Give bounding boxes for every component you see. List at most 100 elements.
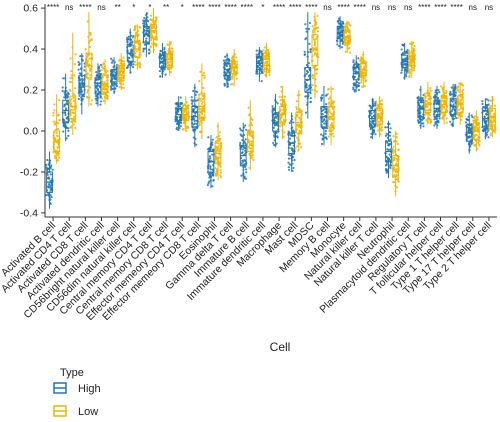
group-high	[255, 47, 264, 83]
data-point	[78, 62, 81, 65]
data-point	[363, 77, 366, 80]
data-point	[268, 65, 271, 68]
data-point	[473, 115, 476, 118]
data-point	[294, 147, 297, 150]
data-point	[287, 166, 290, 169]
data-point	[441, 99, 444, 102]
group-high	[303, 12, 313, 119]
data-point	[421, 97, 424, 100]
data-point	[96, 82, 99, 85]
box	[78, 75, 86, 95]
group-high	[125, 28, 135, 74]
data-point	[461, 84, 465, 87]
data-point	[190, 96, 193, 99]
data-point	[147, 27, 150, 30]
data-point	[231, 75, 234, 78]
data-point	[396, 178, 400, 181]
y-axis: -0.4 -0.2 0.0 0.2 0.4 0.6	[20, 3, 46, 219]
data-point	[433, 97, 437, 100]
data-point	[429, 89, 432, 92]
data-point	[307, 88, 311, 91]
data-point	[240, 174, 243, 177]
data-point	[56, 121, 60, 125]
data-point	[179, 96, 182, 99]
data-point	[212, 148, 216, 152]
data-point	[67, 129, 70, 133]
data-point	[439, 85, 443, 88]
data-point	[139, 26, 142, 29]
data-point	[279, 99, 282, 102]
data-point	[129, 54, 133, 57]
data-point	[309, 50, 312, 54]
data-point	[109, 85, 113, 88]
data-point	[353, 82, 356, 85]
data-point	[314, 51, 317, 55]
data-point	[126, 38, 129, 41]
data-point	[245, 128, 248, 131]
data-point	[245, 168, 248, 171]
data-point	[135, 50, 138, 53]
data-point	[261, 53, 264, 56]
data-point	[199, 111, 202, 114]
data-point	[106, 69, 109, 73]
data-point	[58, 119, 61, 122]
data-point	[445, 117, 448, 120]
data-point	[395, 157, 398, 160]
data-point	[307, 27, 311, 31]
data-point	[336, 43, 339, 46]
data-point	[223, 83, 226, 86]
data-point	[372, 103, 375, 107]
box	[311, 34, 319, 66]
data-point	[53, 154, 57, 157]
data-point	[161, 57, 164, 60]
data-point	[327, 87, 331, 91]
data-point	[81, 59, 84, 62]
data-point	[315, 26, 318, 29]
significance-label: ****	[241, 3, 253, 12]
data-point	[434, 121, 437, 124]
data-point	[132, 63, 135, 66]
data-point	[408, 49, 411, 52]
data-point	[472, 141, 475, 144]
data-point	[195, 119, 198, 122]
data-point	[341, 22, 344, 25]
data-point	[50, 195, 53, 199]
group-high	[142, 12, 151, 58]
data-point	[53, 123, 56, 126]
data-point	[358, 82, 361, 85]
data-point	[429, 120, 432, 123]
data-point	[408, 42, 412, 45]
data-point	[147, 20, 150, 23]
data-point	[126, 41, 129, 44]
data-point	[83, 69, 86, 72]
data-point	[462, 88, 465, 92]
data-point	[311, 29, 314, 33]
significance-label: ns	[323, 3, 331, 12]
data-point	[424, 92, 427, 95]
data-point	[372, 119, 375, 123]
data-point	[304, 111, 308, 114]
data-point	[47, 183, 51, 186]
data-point	[287, 153, 290, 156]
data-point	[81, 84, 84, 87]
data-point	[217, 147, 220, 150]
box	[69, 95, 77, 120]
data-point	[304, 95, 307, 98]
data-point	[305, 27, 308, 30]
data-point	[252, 158, 255, 161]
data-point	[86, 20, 89, 23]
data-point	[397, 148, 400, 152]
data-point	[426, 105, 429, 108]
data-point	[454, 115, 457, 118]
data-point	[51, 168, 54, 171]
data-point	[120, 65, 123, 69]
data-point	[340, 35, 343, 38]
data-point	[163, 46, 166, 50]
data-point	[96, 87, 99, 90]
data-point	[132, 66, 135, 69]
data-point	[110, 83, 114, 86]
data-point	[395, 173, 398, 176]
group-high	[206, 135, 216, 189]
data-point	[312, 66, 315, 69]
